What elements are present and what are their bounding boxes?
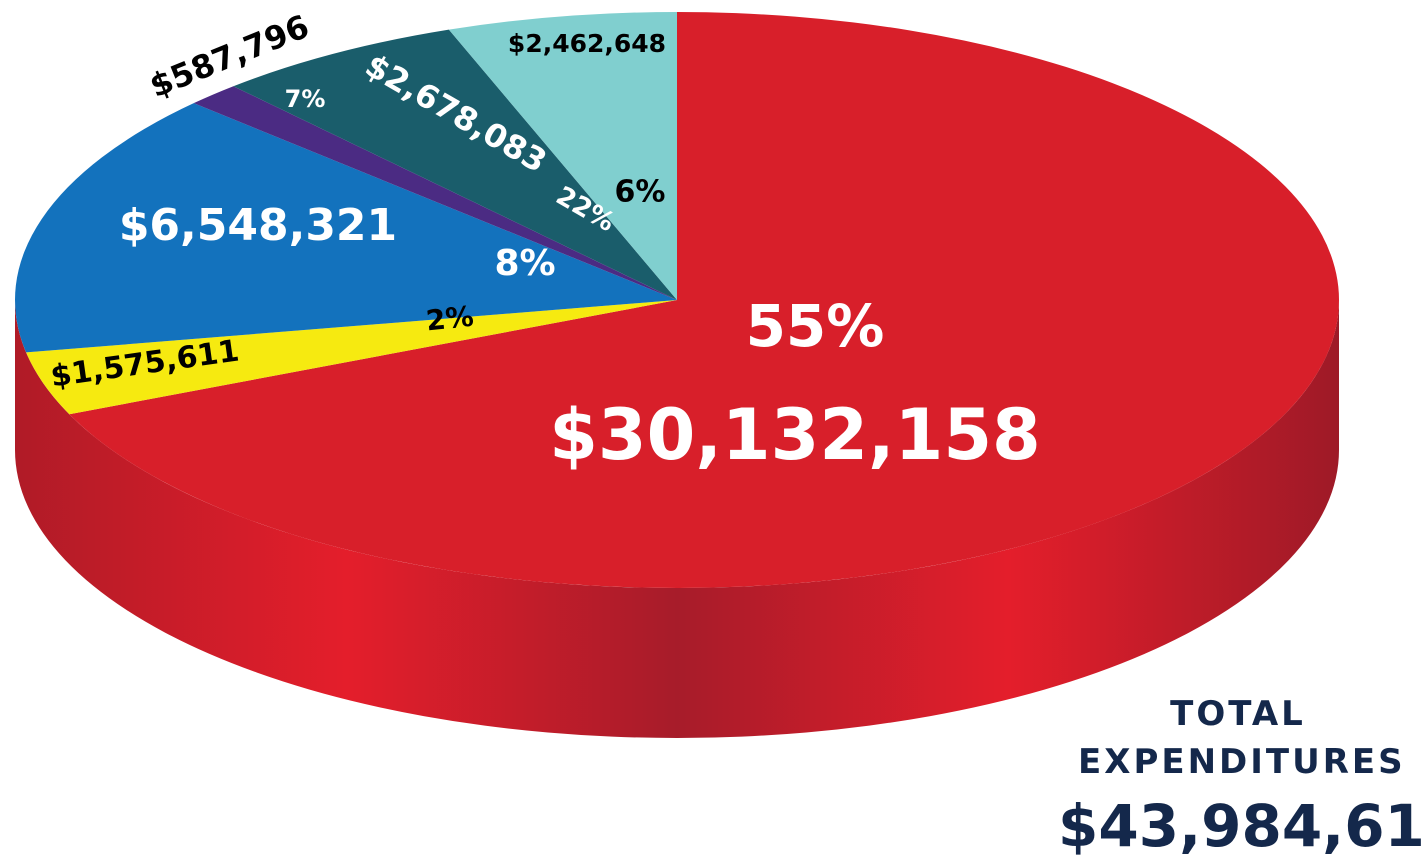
value-label: $30,132,158 [549, 394, 1041, 476]
pie-slice [69, 12, 1340, 588]
value-label: $2,462,648 [508, 29, 666, 58]
total-title: TOTAL EXPENDITURES [1078, 694, 1406, 782]
total-box: TOTAL EXPENDITURES $43,984,617 [1058, 690, 1424, 860]
pie-slice [233, 29, 678, 300]
percent-label: 2% [424, 300, 475, 338]
value-label: $6,548,321 [119, 200, 397, 251]
pie-slice [26, 300, 677, 415]
percent-label: 55% [746, 292, 885, 360]
total-value: $43,984,617 [1058, 792, 1424, 860]
pie-slice [193, 86, 677, 300]
percent-label: 6% [615, 175, 666, 210]
pie-slice [448, 11, 677, 300]
pie-side [15, 300, 1339, 738]
percent-label: 7% [285, 85, 326, 113]
pie-slice [15, 103, 678, 353]
percent-label: 8% [494, 243, 555, 284]
